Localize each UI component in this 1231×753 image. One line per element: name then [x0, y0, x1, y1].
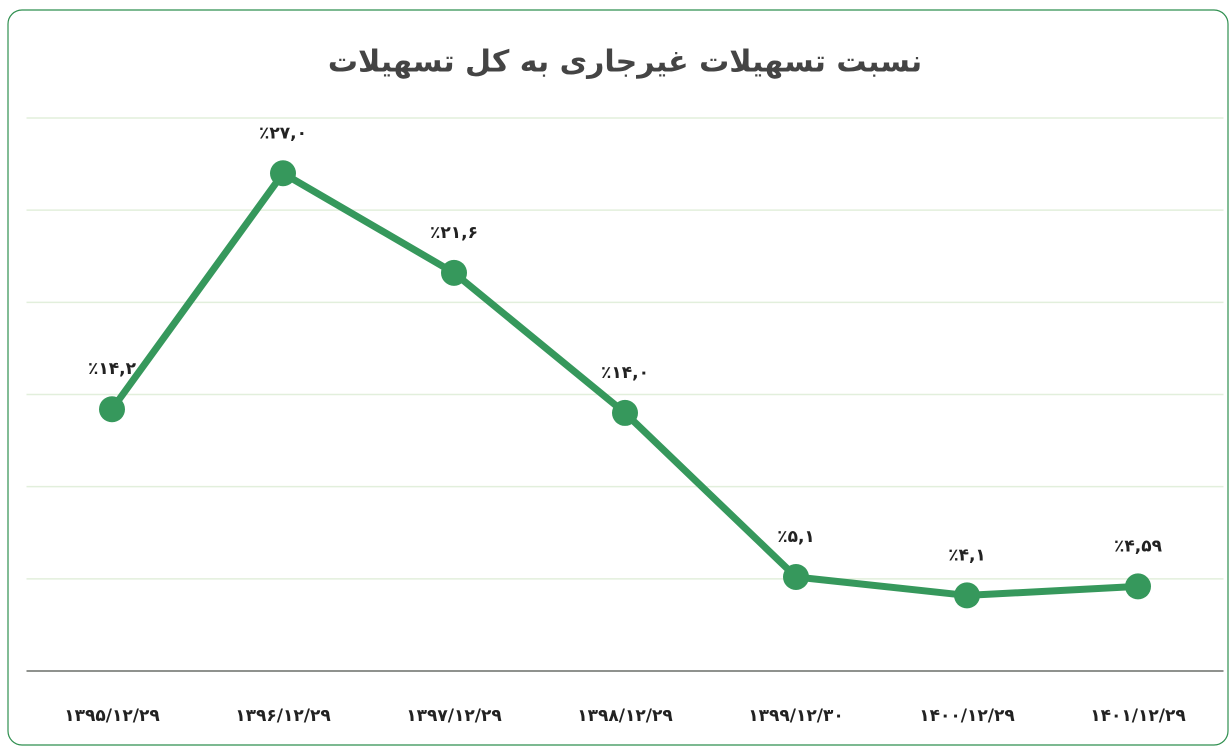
point	[612, 399, 638, 426]
data-label: ٪۱۴,۲	[88, 359, 137, 379]
x-tick-label: ۱۳۹۶/۱۲/۲۹	[235, 706, 331, 726]
data-label: ٪۵,۱	[777, 527, 815, 547]
x-tick-label: ۱۴۰۰/۱۲/۲۹	[919, 706, 1015, 726]
x-tick-label: ۱۴۰۱/۱۲/۲۹	[1090, 706, 1186, 726]
x-tick-label: ۱۳۹۵/۱۲/۲۹	[64, 706, 160, 726]
point	[783, 563, 809, 590]
point	[441, 259, 467, 286]
chart-title: نسبت تسهیلات غیرجاری به کل تسهیلات	[328, 45, 922, 80]
point	[99, 396, 125, 423]
data-label: ٪۴,۵۹	[1114, 536, 1163, 556]
data-label: ٪۲۷,۰	[259, 123, 307, 143]
data-label: ٪۱۴,۰	[601, 363, 649, 383]
point	[954, 582, 980, 609]
data-label: ٪۴,۱	[948, 545, 986, 565]
data-label: ٪۲۱,۶	[430, 223, 478, 243]
x-tick-label: ۱۳۹۹/۱۲/۳۰	[748, 706, 843, 726]
x-tick-label: ۱۳۹۷/۱۲/۲۹	[406, 706, 502, 726]
x-tick-label: ۱۳۹۸/۱۲/۲۹	[577, 706, 673, 726]
point	[270, 160, 296, 187]
point	[1125, 573, 1151, 600]
